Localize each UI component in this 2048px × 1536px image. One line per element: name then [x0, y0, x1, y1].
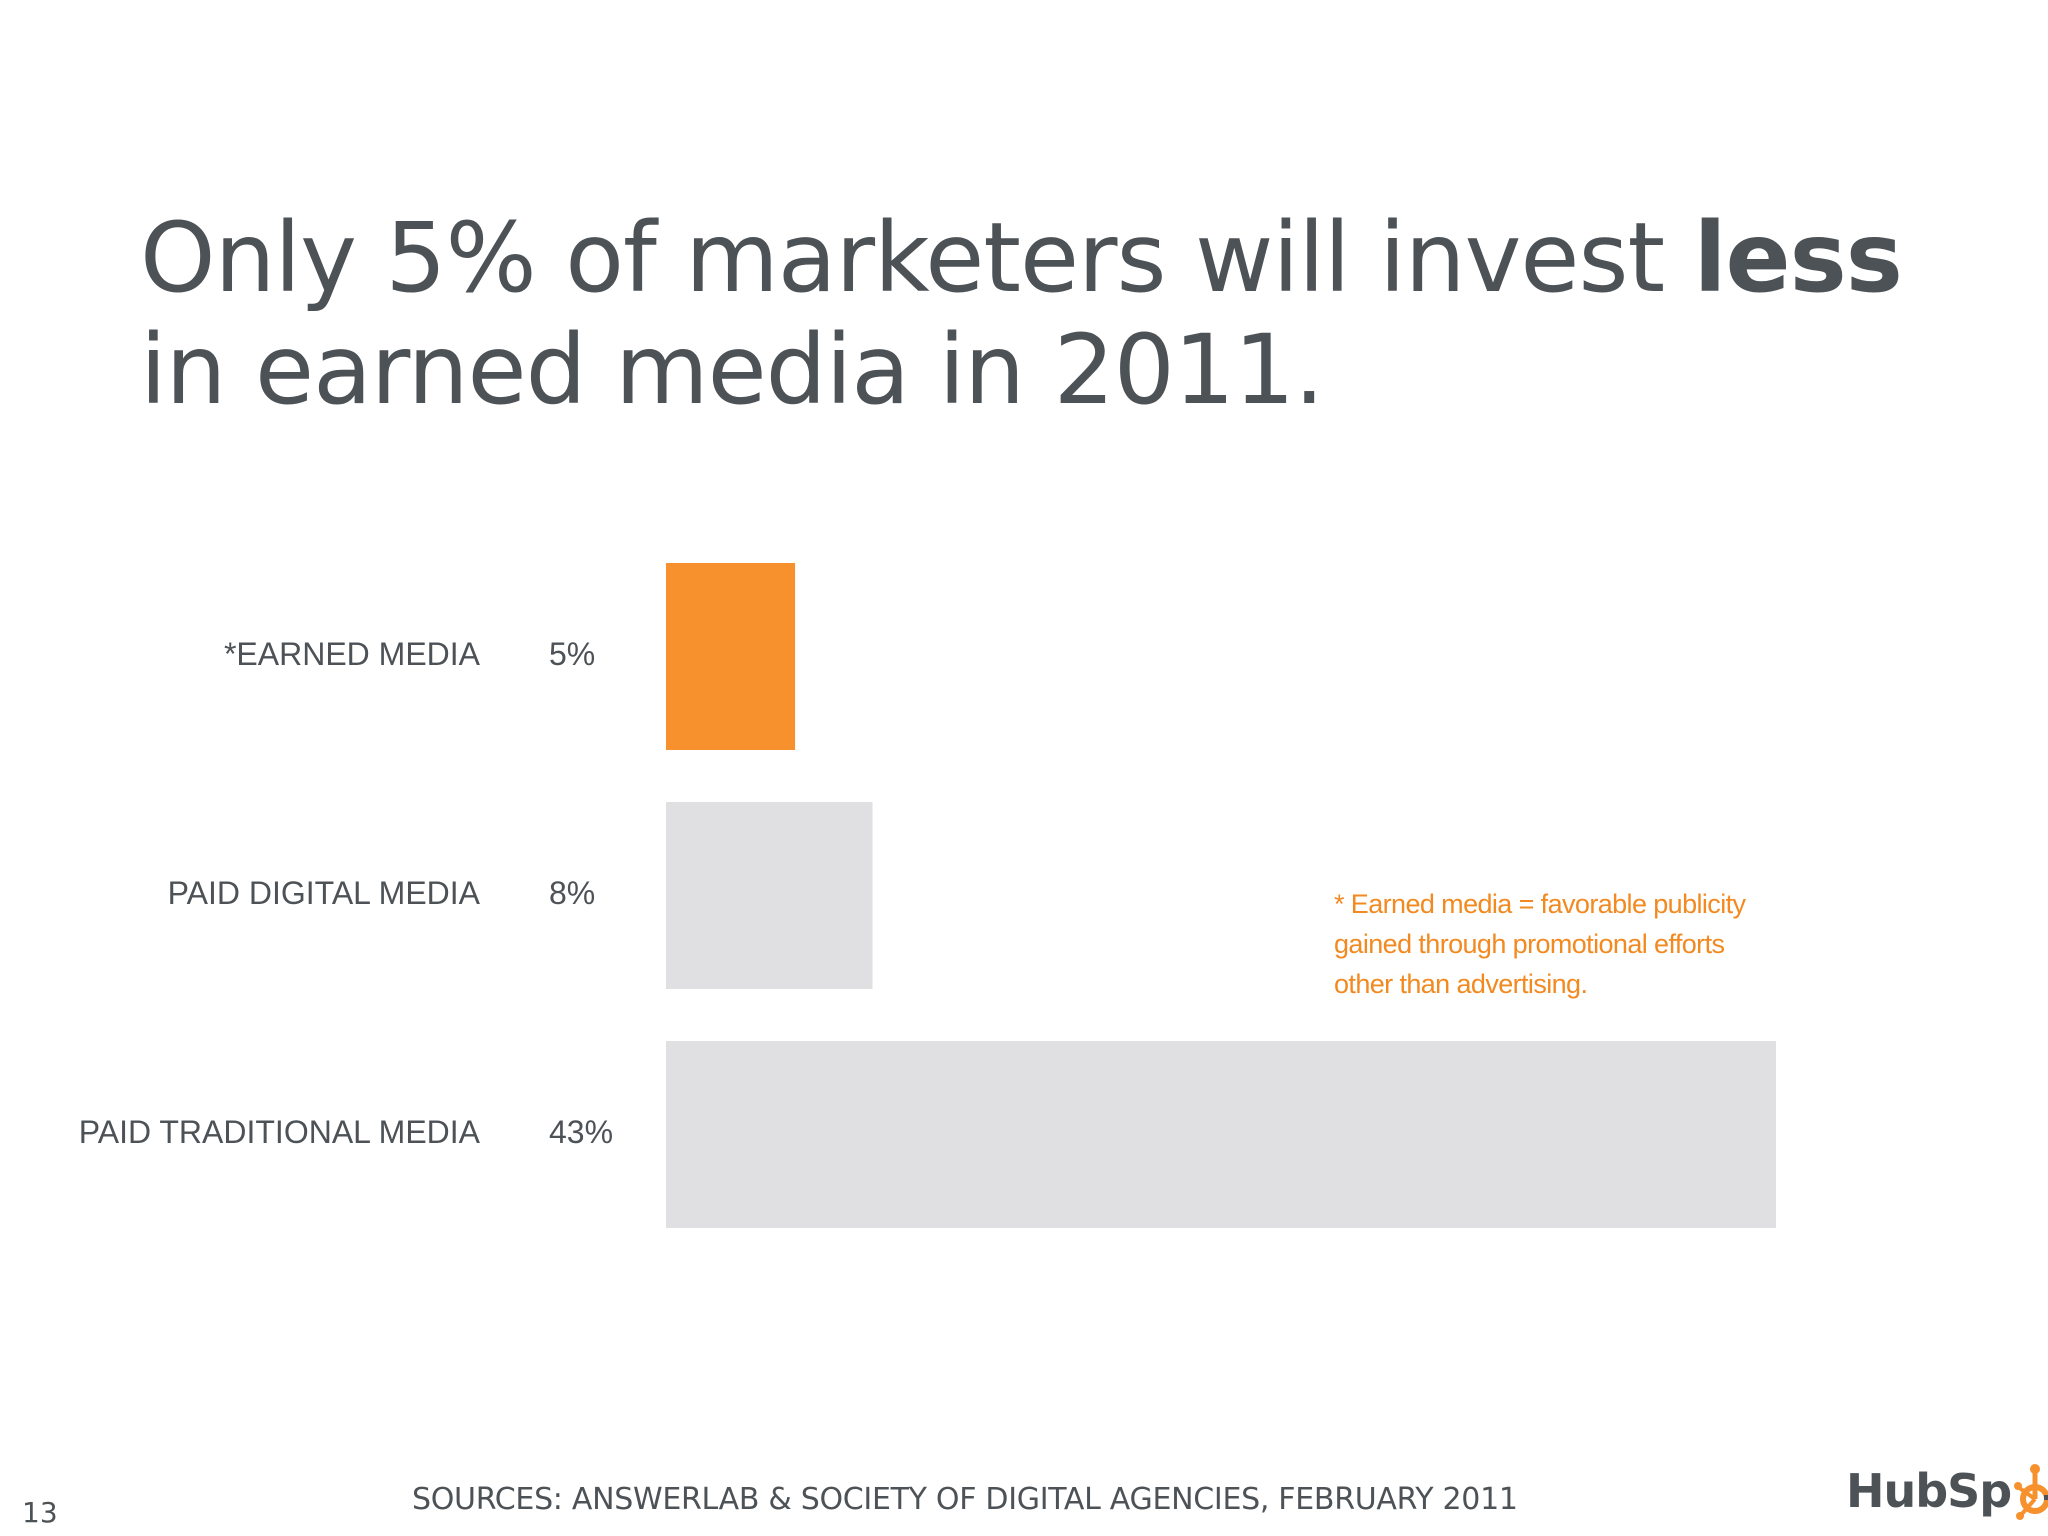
hubspot-sprocket-icon [2014, 1464, 2048, 1520]
slide-title: Only 5% of marketers will invest less in … [140, 202, 1903, 426]
value-label: 43% [549, 1114, 613, 1150]
footnote-line: other than advertising. [1334, 969, 1588, 999]
title-line-2: in earned media in 2011. [140, 314, 1324, 426]
bar [666, 1041, 1776, 1228]
category-label: *EARNED MEDIA [224, 636, 481, 672]
category-label: PAID TRADITIONAL MEDIA [79, 1114, 481, 1150]
value-label: 8% [549, 875, 595, 911]
logo-text: HubSp [1846, 1464, 2012, 1518]
bar [666, 563, 796, 750]
hubspot-logo: HubSp [1846, 1456, 2048, 1526]
sources-note: SOURCES: ANSWERLAB & SOCIETY OF DIGITAL … [412, 1482, 1518, 1517]
title-main: Only 5% of marketers will invest [140, 202, 1694, 314]
title-emphasis: less [1693, 202, 1903, 314]
footnote-line: gained through promotional efforts [1334, 929, 1725, 959]
value-label: 5% [549, 636, 595, 672]
footnote-line: * Earned media = favorable publicity [1334, 889, 1746, 919]
category-label: PAID DIGITAL MEDIA [168, 875, 481, 911]
footnote: * Earned media = favorable publicity gai… [1334, 884, 1854, 1004]
bar [666, 802, 873, 989]
page-number: 13 [22, 1496, 58, 1529]
